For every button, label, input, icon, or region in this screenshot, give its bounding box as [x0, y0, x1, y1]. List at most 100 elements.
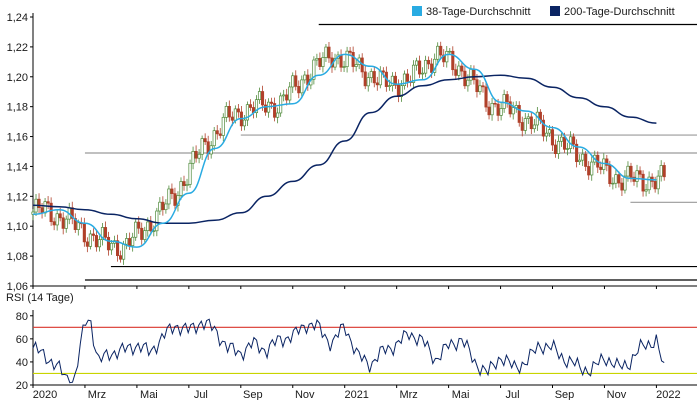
ma200-line	[32, 74, 657, 224]
x-tick-label: Nov	[295, 389, 315, 400]
candle-body	[635, 170, 639, 182]
candle-body	[390, 75, 394, 86]
candle-body	[164, 203, 168, 211]
rsi-y-tick-label: 40	[16, 357, 28, 369]
rsi-y-tick-label: 80	[16, 311, 28, 323]
candle-body	[460, 65, 464, 72]
candle-body	[82, 223, 86, 243]
candle-body	[273, 103, 277, 118]
candle-body	[439, 45, 443, 56]
candle-body	[55, 213, 59, 226]
candle-body	[173, 193, 177, 206]
candle-body	[185, 184, 189, 186]
legend-label-200-tage: 200-Tage-Durchschnitt	[564, 6, 675, 18]
x-tick-label: Nov	[607, 389, 627, 400]
candle-body	[587, 166, 591, 176]
candle-body	[499, 108, 503, 116]
candle-body	[457, 65, 461, 76]
candle-body	[590, 161, 594, 176]
candle-body	[218, 133, 222, 136]
candle-body	[469, 69, 473, 81]
candle-body	[324, 46, 328, 58]
legend-swatch-200-tage	[550, 6, 560, 16]
candle-body	[245, 104, 249, 121]
x-tick-label: Sep	[555, 389, 575, 400]
candle-body	[300, 79, 304, 94]
candle-body	[212, 130, 216, 147]
candle-body	[257, 91, 262, 101]
candle-body	[285, 94, 289, 101]
price-y-tick-label: 1,06	[7, 281, 28, 293]
candle-body	[297, 86, 301, 94]
candle-body	[188, 162, 192, 185]
candle-body	[644, 189, 648, 192]
candle-body	[544, 132, 548, 137]
candle-body	[203, 138, 207, 143]
candle-body	[227, 106, 231, 118]
price-y-tick-label: 1,18	[7, 102, 28, 114]
candle-body	[52, 221, 56, 226]
candle-body	[94, 235, 98, 248]
candle-body	[623, 175, 627, 191]
candle-body	[484, 86, 488, 108]
candle-body	[363, 71, 367, 87]
x-tick-label: 2022	[656, 389, 680, 400]
candle-body	[58, 213, 62, 219]
candle-body	[221, 116, 225, 136]
price-y-tick-label: 1,08	[7, 251, 28, 263]
candle-body	[351, 52, 355, 67]
candle-body	[556, 140, 561, 154]
candle-body	[236, 108, 240, 113]
candle-body	[321, 57, 325, 67]
candle-body	[399, 85, 404, 97]
candle-body	[475, 79, 479, 93]
candle-body	[85, 241, 89, 247]
candle-body	[366, 77, 370, 87]
candle-body	[170, 188, 174, 194]
candle-body	[40, 207, 44, 214]
candle-body	[387, 85, 391, 87]
candle-body	[76, 222, 80, 230]
candle-body	[614, 174, 618, 184]
candle-body	[100, 227, 105, 240]
candle-body	[197, 153, 201, 159]
candle-body	[436, 45, 440, 60]
ma38-line	[32, 53, 657, 248]
candle-body	[116, 240, 120, 257]
candle-body	[393, 75, 397, 86]
candle-body	[584, 153, 588, 167]
candle-body	[155, 210, 159, 232]
candle-body	[478, 85, 482, 93]
candle-body	[134, 221, 138, 238]
candle-body	[526, 116, 530, 119]
x-tick-label: Mai	[140, 389, 158, 400]
candle-body	[611, 182, 615, 185]
candle-body	[553, 144, 558, 154]
candle-body	[608, 165, 612, 185]
candle-body	[167, 188, 171, 205]
candle-body	[73, 218, 77, 230]
candle-body	[137, 221, 141, 229]
candle-body	[511, 107, 515, 115]
candle-body	[402, 73, 407, 86]
rsi-y-tick-label: 60	[16, 334, 28, 346]
candle-body	[122, 243, 126, 260]
price-chart-panel: 1,06 1,08 1,10 1,12 1,14 1,16 1,18 1,20 1,22 1,24	[7, 12, 697, 293]
candle-body	[415, 60, 419, 66]
candle-body	[264, 104, 268, 113]
candle-body	[529, 116, 533, 130]
rsi-title: RSI (14 Tage)	[6, 292, 74, 304]
candle-body	[339, 54, 343, 68]
candle-body	[191, 150, 195, 164]
x-tick-label: 2021	[344, 389, 368, 400]
candle-body	[424, 59, 428, 74]
candle-body	[550, 129, 555, 146]
candle-body	[562, 136, 567, 150]
candle-body	[270, 101, 274, 104]
candle-body	[523, 118, 527, 131]
price-y-tick-label: 1,24	[7, 12, 28, 24]
candle-body	[405, 73, 410, 82]
candle-body	[233, 108, 237, 121]
rsi-line	[32, 318, 665, 384]
